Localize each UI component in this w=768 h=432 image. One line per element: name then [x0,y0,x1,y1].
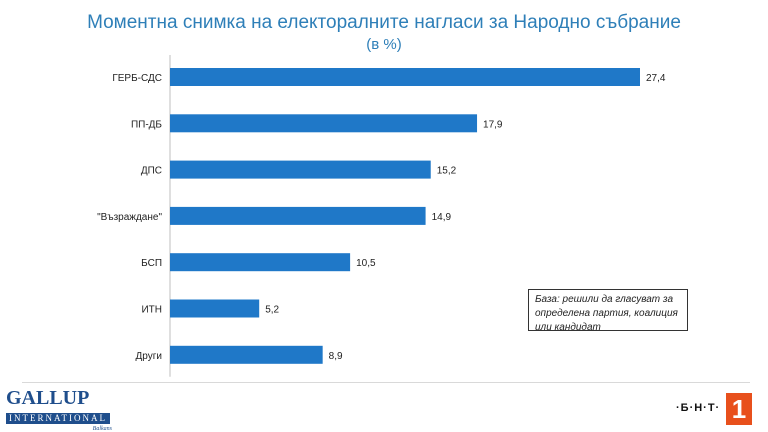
category-label: ПП-ДБ [131,119,162,130]
category-label: БСП [141,258,162,269]
category-label: Други [136,351,162,362]
bar [170,114,478,133]
value-label: 5,2 [265,305,279,316]
footer-divider [22,382,750,383]
chart-title: Моментна снимка на електоралните нагласи… [87,12,681,33]
value-label: 10,5 [356,258,376,269]
bar [170,206,426,225]
value-label: 8,9 [329,351,343,362]
bar-chart: ГЕРБ-СДС 27,4 ПП-ДБ 17,9 ДПС 15,2 "Възраждане"… [97,55,666,377]
value-label: 15,2 [437,166,457,177]
category-label: ИТН [141,305,162,316]
category-label: "Възраждане" [97,212,162,223]
bar [170,160,431,179]
gallup-logo-region: Balkans [92,426,112,432]
bar [170,253,351,272]
base-note: База: решили да гласуват за определена п… [528,289,688,333]
value-label: 17,9 [483,119,503,130]
chart-subtitle: (в %) [366,36,402,53]
bnt-logo-number: 1 [726,393,752,425]
bar [170,299,260,318]
gallup-logo: GALLUP INTERNATIONAL Balkans [6,387,118,432]
value-label: 14,9 [432,212,452,223]
bnt-logo-text: ·Б·Н·Т· [676,402,721,414]
bar [170,68,640,86]
gallup-logo-text: GALLUP [6,387,90,409]
gallup-logo-international: INTERNATIONAL [6,413,110,424]
category-label: ГЕРБ-СДС [112,73,162,84]
value-label: 27,4 [646,73,666,84]
bnt-logo: ·Б·Н·Т· 1 [676,393,756,425]
bar [170,345,323,364]
category-label: ДПС [141,166,162,177]
